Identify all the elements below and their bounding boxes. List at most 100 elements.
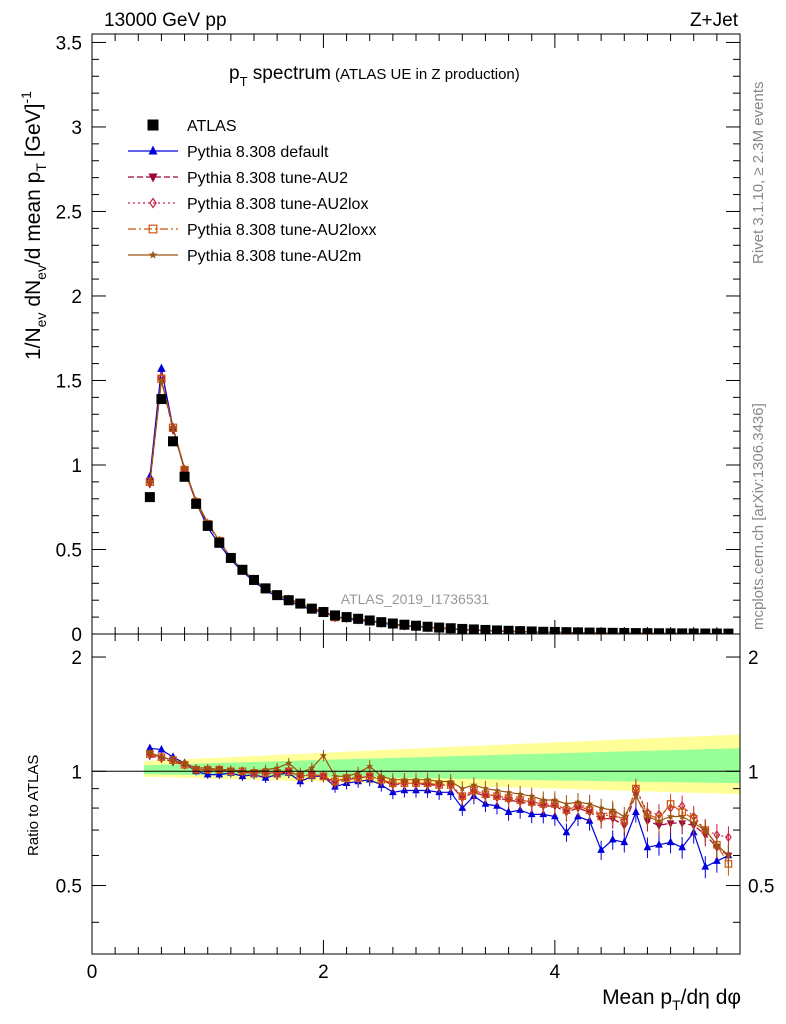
ratio-point <box>539 796 547 804</box>
data-point <box>144 492 155 503</box>
data-point <box>180 464 189 472</box>
ratio-y-tick-label: 1 <box>71 762 82 783</box>
title-tail: spectrum <box>248 63 331 84</box>
uncertainty-bands <box>143 734 740 795</box>
ratio-point <box>481 784 489 792</box>
analysis-id: ATLAS_2019_I1736531 <box>341 591 490 607</box>
ratio-point <box>516 790 524 798</box>
ratio-point <box>319 751 327 759</box>
ratio-point <box>319 772 328 781</box>
ratio-point <box>725 832 732 843</box>
legend-entry: Pythia 8.308 tune-AU2 <box>128 170 348 187</box>
data-point <box>169 422 177 434</box>
ratio-point <box>655 840 663 848</box>
ratio-point <box>505 788 513 796</box>
data-point <box>272 590 283 601</box>
y-tick-label: 0 <box>71 625 82 646</box>
ratio-point <box>285 759 293 767</box>
ratio-point <box>551 796 559 804</box>
x-tick-label: 4 <box>550 962 561 983</box>
rivet-label: Rivet 3.1.10, ≥ 2.3M events <box>750 82 767 265</box>
legend-label: Pythia 8.308 tune-AU2m <box>187 248 361 265</box>
data-point <box>237 564 248 575</box>
ratio-point <box>354 769 362 776</box>
ratio-y-tick-label-right: 0.5 <box>748 877 774 898</box>
ratio-y-tick-label-right: 1 <box>748 762 759 783</box>
ratio-point <box>562 827 571 836</box>
legend-marker <box>149 197 157 209</box>
legend-label: Pythia 8.308 tune-AU2lox <box>187 196 368 213</box>
beam-label: 13000 GeV pp <box>104 10 227 31</box>
ratio-point <box>701 826 709 834</box>
ratio-point <box>551 811 559 820</box>
data-point <box>169 423 177 432</box>
mcplots-label: mcplots.cern.ch [arXiv:1306.3436] <box>750 403 767 630</box>
y-tick-label: 2.5 <box>56 202 82 223</box>
ratio-point <box>343 772 351 780</box>
ratio-point <box>447 777 455 785</box>
ratio-point <box>377 772 385 780</box>
legend-label: Pythia 8.308 default <box>187 144 329 161</box>
x-tick-label: 2 <box>318 962 329 983</box>
ratio-point <box>655 817 663 824</box>
ratio-point <box>435 777 443 785</box>
data-point <box>295 598 306 609</box>
ratio-point <box>146 743 154 752</box>
data-point <box>422 621 433 632</box>
ratio-point <box>713 841 721 848</box>
ratio-plot-series <box>146 743 733 879</box>
ratio-point <box>586 800 594 808</box>
ratio-point <box>400 775 408 783</box>
data-point <box>492 625 502 634</box>
ratio-point <box>366 762 374 770</box>
data-point <box>260 583 271 594</box>
data-point <box>168 436 178 447</box>
ratio-point <box>493 786 501 794</box>
ratio-point <box>227 765 235 773</box>
ratio-point <box>632 792 640 800</box>
ratio-point <box>215 765 223 773</box>
x-axis-label: Mean pT/dη dφ <box>602 986 741 1013</box>
data-point <box>468 624 479 634</box>
data-point <box>157 363 166 372</box>
ratio-y-tick-label: 2 <box>71 648 82 669</box>
data-point <box>225 552 236 563</box>
legend-entry: ATLAS <box>147 118 237 135</box>
data-point <box>607 627 618 634</box>
ratio-point <box>528 792 536 800</box>
ratio-point <box>690 819 698 827</box>
y-tick-label: 3.5 <box>56 33 82 54</box>
ratio-point <box>146 748 154 756</box>
y-tick-label: 3 <box>71 118 82 139</box>
band-inner <box>143 748 740 784</box>
title-subscript: T <box>240 74 248 89</box>
ratio-point <box>181 759 189 767</box>
legend-marker <box>147 119 159 131</box>
ratio-point <box>204 764 212 772</box>
legend: ATLAS Pythia 8.308 default Pythia 8.308 tu… <box>128 118 376 265</box>
ratio-point <box>678 812 686 820</box>
ratio-point <box>643 842 652 851</box>
x-tick-label: 0 <box>87 962 98 983</box>
ratio-point <box>620 837 629 846</box>
y-tick-label: 2 <box>71 287 82 308</box>
title-note: (ATLAS UE in Z production) <box>335 66 520 83</box>
ratio-y-tick-label-right: 2 <box>748 648 759 669</box>
y-axis-label-main: 1/Nev dNev/d mean pT [GeV]-1 <box>18 91 49 360</box>
legend-entry: Pythia 8.308 tune-AU2m <box>128 248 361 265</box>
ratio-point <box>458 784 466 792</box>
data-point <box>677 628 688 634</box>
data-point <box>249 574 259 585</box>
ratio-point <box>609 806 617 814</box>
ratio-y-tick-label: 0.5 <box>56 877 82 898</box>
ratio-point <box>424 775 432 783</box>
ratio-point <box>262 765 270 773</box>
ratio-point <box>643 812 651 820</box>
ratio-point <box>296 769 304 776</box>
data-point <box>364 615 375 626</box>
data-point <box>654 628 664 634</box>
legend-entry: Pythia 8.308 tune-AU2loxx <box>128 222 376 239</box>
ratio-point <box>667 812 675 820</box>
ratio-point <box>389 775 397 783</box>
